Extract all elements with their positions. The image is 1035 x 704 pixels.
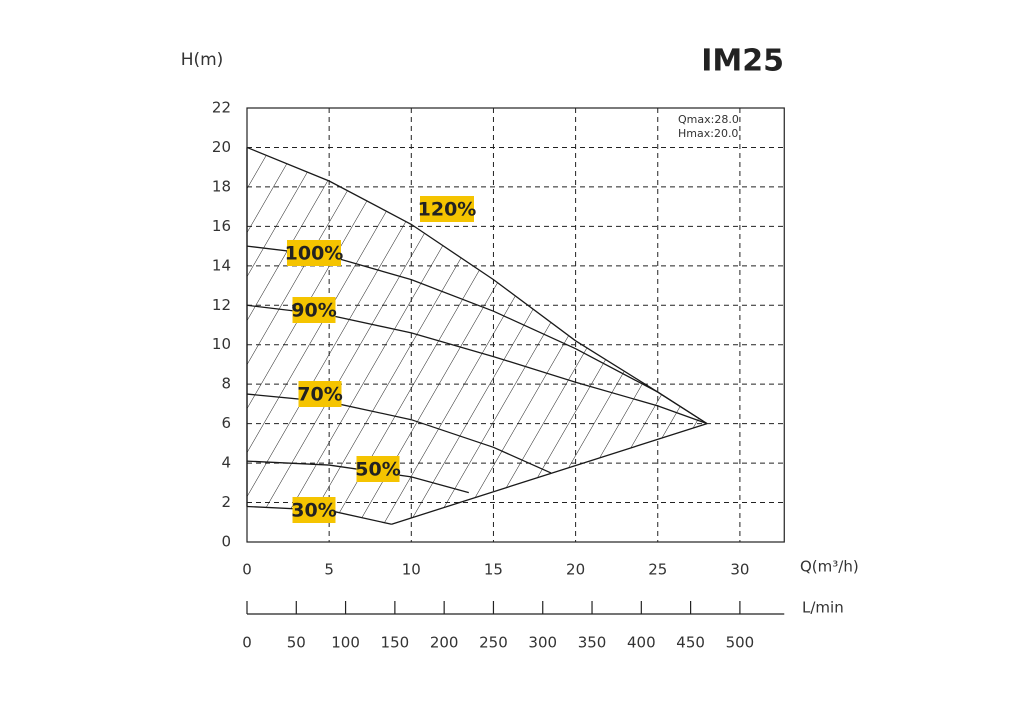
curve-label: 120% (418, 199, 477, 221)
y-tick-label: 8 (221, 375, 231, 393)
y-tick-label: 0 (221, 533, 231, 551)
x2-tick-label: 450 (676, 634, 705, 652)
y-tick-label: 12 (212, 296, 231, 314)
annotation: Hmax:20.0 (678, 127, 738, 140)
y-tick-label: 20 (212, 138, 231, 156)
x2-tick-label: 300 (528, 634, 557, 652)
y-tick-label: 2 (221, 493, 231, 511)
y-tick-label: 14 (212, 256, 231, 274)
y-tick-label: 22 (212, 99, 231, 117)
curve-label-box (356, 456, 400, 482)
x-tick-label: 0 (242, 561, 252, 579)
x-tick-label: 30 (730, 561, 749, 579)
x-tick-label: 20 (566, 561, 585, 579)
x2-tick-label: 50 (287, 634, 306, 652)
y-tick-label: 10 (212, 335, 231, 353)
curve-label-box (420, 196, 474, 222)
x-tick-label: 5 (324, 561, 334, 579)
annotation: Qmax:28.0 (678, 113, 739, 126)
y-tick-label: 6 (221, 414, 231, 432)
x2-tick-label: 500 (726, 634, 755, 652)
curve-label-box (287, 240, 341, 266)
curve-label-box (298, 381, 342, 407)
curve-label-box (292, 497, 336, 523)
boundary-curve (391, 423, 708, 525)
x-axis-label: Q(m³/h) (800, 558, 859, 576)
x2-tick-label: 200 (430, 634, 459, 652)
chart-title: IM25 (701, 44, 784, 79)
x2-tick-label: 350 (578, 634, 607, 652)
curve-label: 50% (355, 459, 400, 481)
curve-label: 30% (291, 500, 336, 522)
y-tick-label: 16 (212, 217, 231, 235)
curve-label: 90% (291, 300, 336, 322)
x2-tick-label: 150 (381, 634, 410, 652)
x-tick-label: 10 (402, 561, 421, 579)
x2-axis-label: L/min (802, 599, 844, 617)
y-tick-label: 18 (212, 177, 231, 195)
x2-tick-label: 400 (627, 634, 656, 652)
x2-tick-label: 250 (479, 634, 508, 652)
x-tick-label: 25 (648, 561, 667, 579)
curve-label: 100% (285, 243, 344, 265)
x-tick-label: 15 (484, 561, 503, 579)
y-axis-label: H(m) (181, 50, 224, 70)
y-tick-label: 4 (221, 454, 231, 472)
x2-tick-label: 0 (242, 634, 252, 652)
curve-label: 70% (297, 384, 342, 406)
curve-label-box (292, 297, 336, 323)
x2-tick-label: 100 (331, 634, 360, 652)
